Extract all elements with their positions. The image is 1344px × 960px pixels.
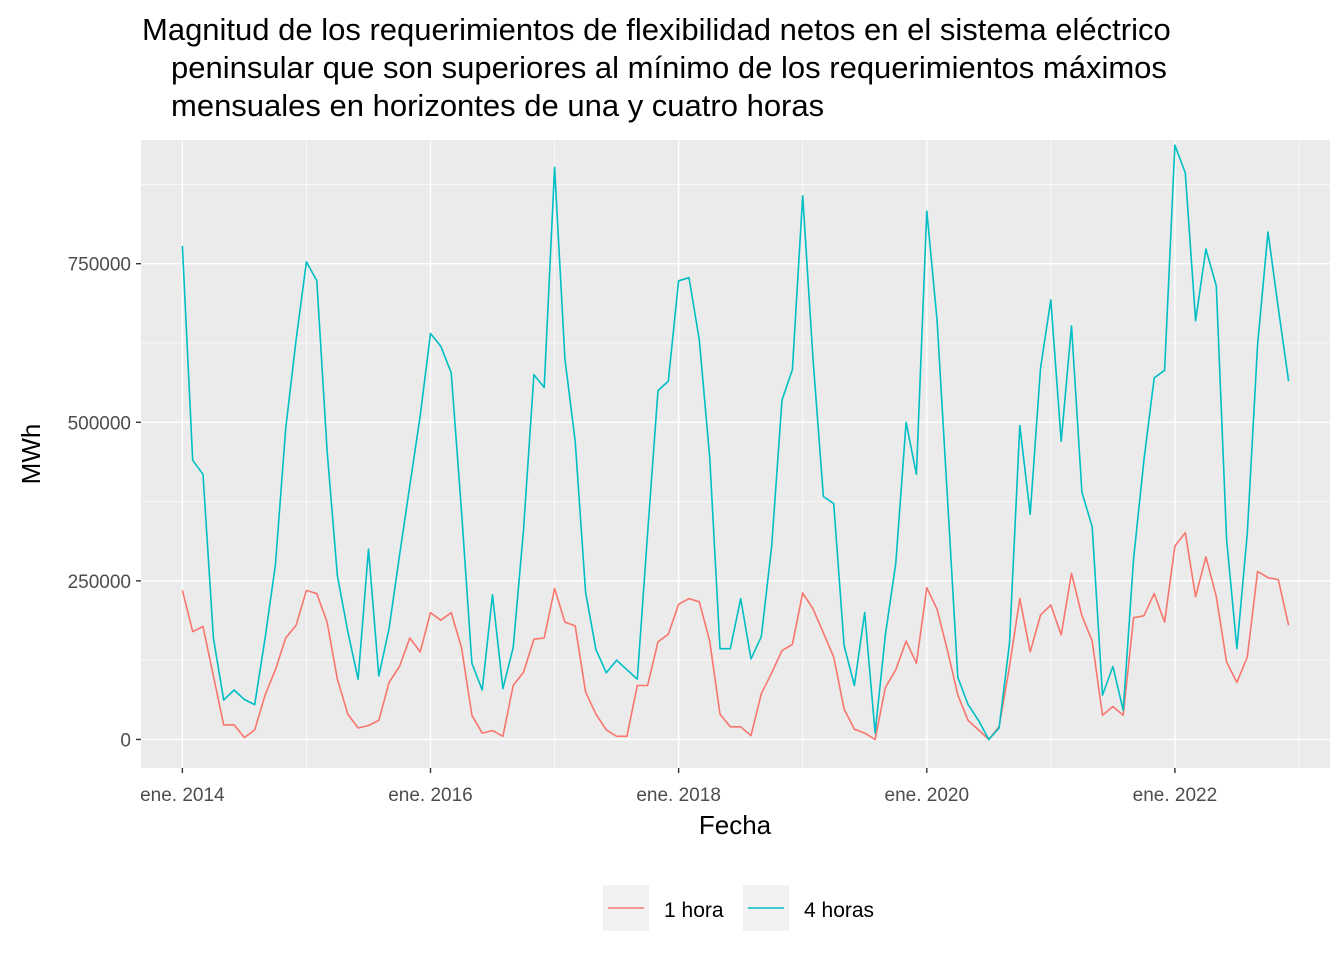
chart-title-line-2: peninsular que son superiores al mínimo …: [171, 50, 1167, 85]
legend-label-1-hora: 1 hora: [664, 899, 724, 922]
x-tick-label: ene. 2018: [636, 785, 721, 806]
x-tick-label: ene. 2014: [140, 785, 225, 806]
minor-gridlines: [141, 140, 1330, 768]
series-line-1-hora: [181, 531, 1290, 741]
x-tick-label: ene. 2022: [1133, 785, 1218, 806]
y-tick-label: 0: [120, 730, 131, 751]
legend-label-4-horas: 4 horas: [804, 899, 874, 922]
y-tick-label: 250000: [68, 572, 131, 593]
series-line-4-horas: [181, 144, 1290, 741]
y-tick-label: 750000: [68, 255, 131, 276]
chart-title-line-1: Magnitud de los requerimientos de flexib…: [142, 12, 1171, 47]
plot-panel: [141, 140, 1330, 768]
x-tick-label: ene. 2016: [388, 785, 473, 806]
x-axis-title: Fecha: [699, 810, 772, 840]
major-gridlines: [141, 140, 1330, 768]
x-tick-label: ene. 2020: [885, 785, 970, 806]
axes: 0 250000 500000 750000 ene. 2014 ene. 2016 ene…: [68, 255, 1218, 806]
series-lines: [181, 144, 1290, 741]
legend: 1 hora 4 horas: [603, 885, 874, 931]
y-axis-title: MWh: [16, 424, 46, 485]
y-tick-label: 500000: [68, 413, 131, 434]
chart-title-line-3: mensuales en horizontes de una y cuatro …: [171, 88, 825, 123]
